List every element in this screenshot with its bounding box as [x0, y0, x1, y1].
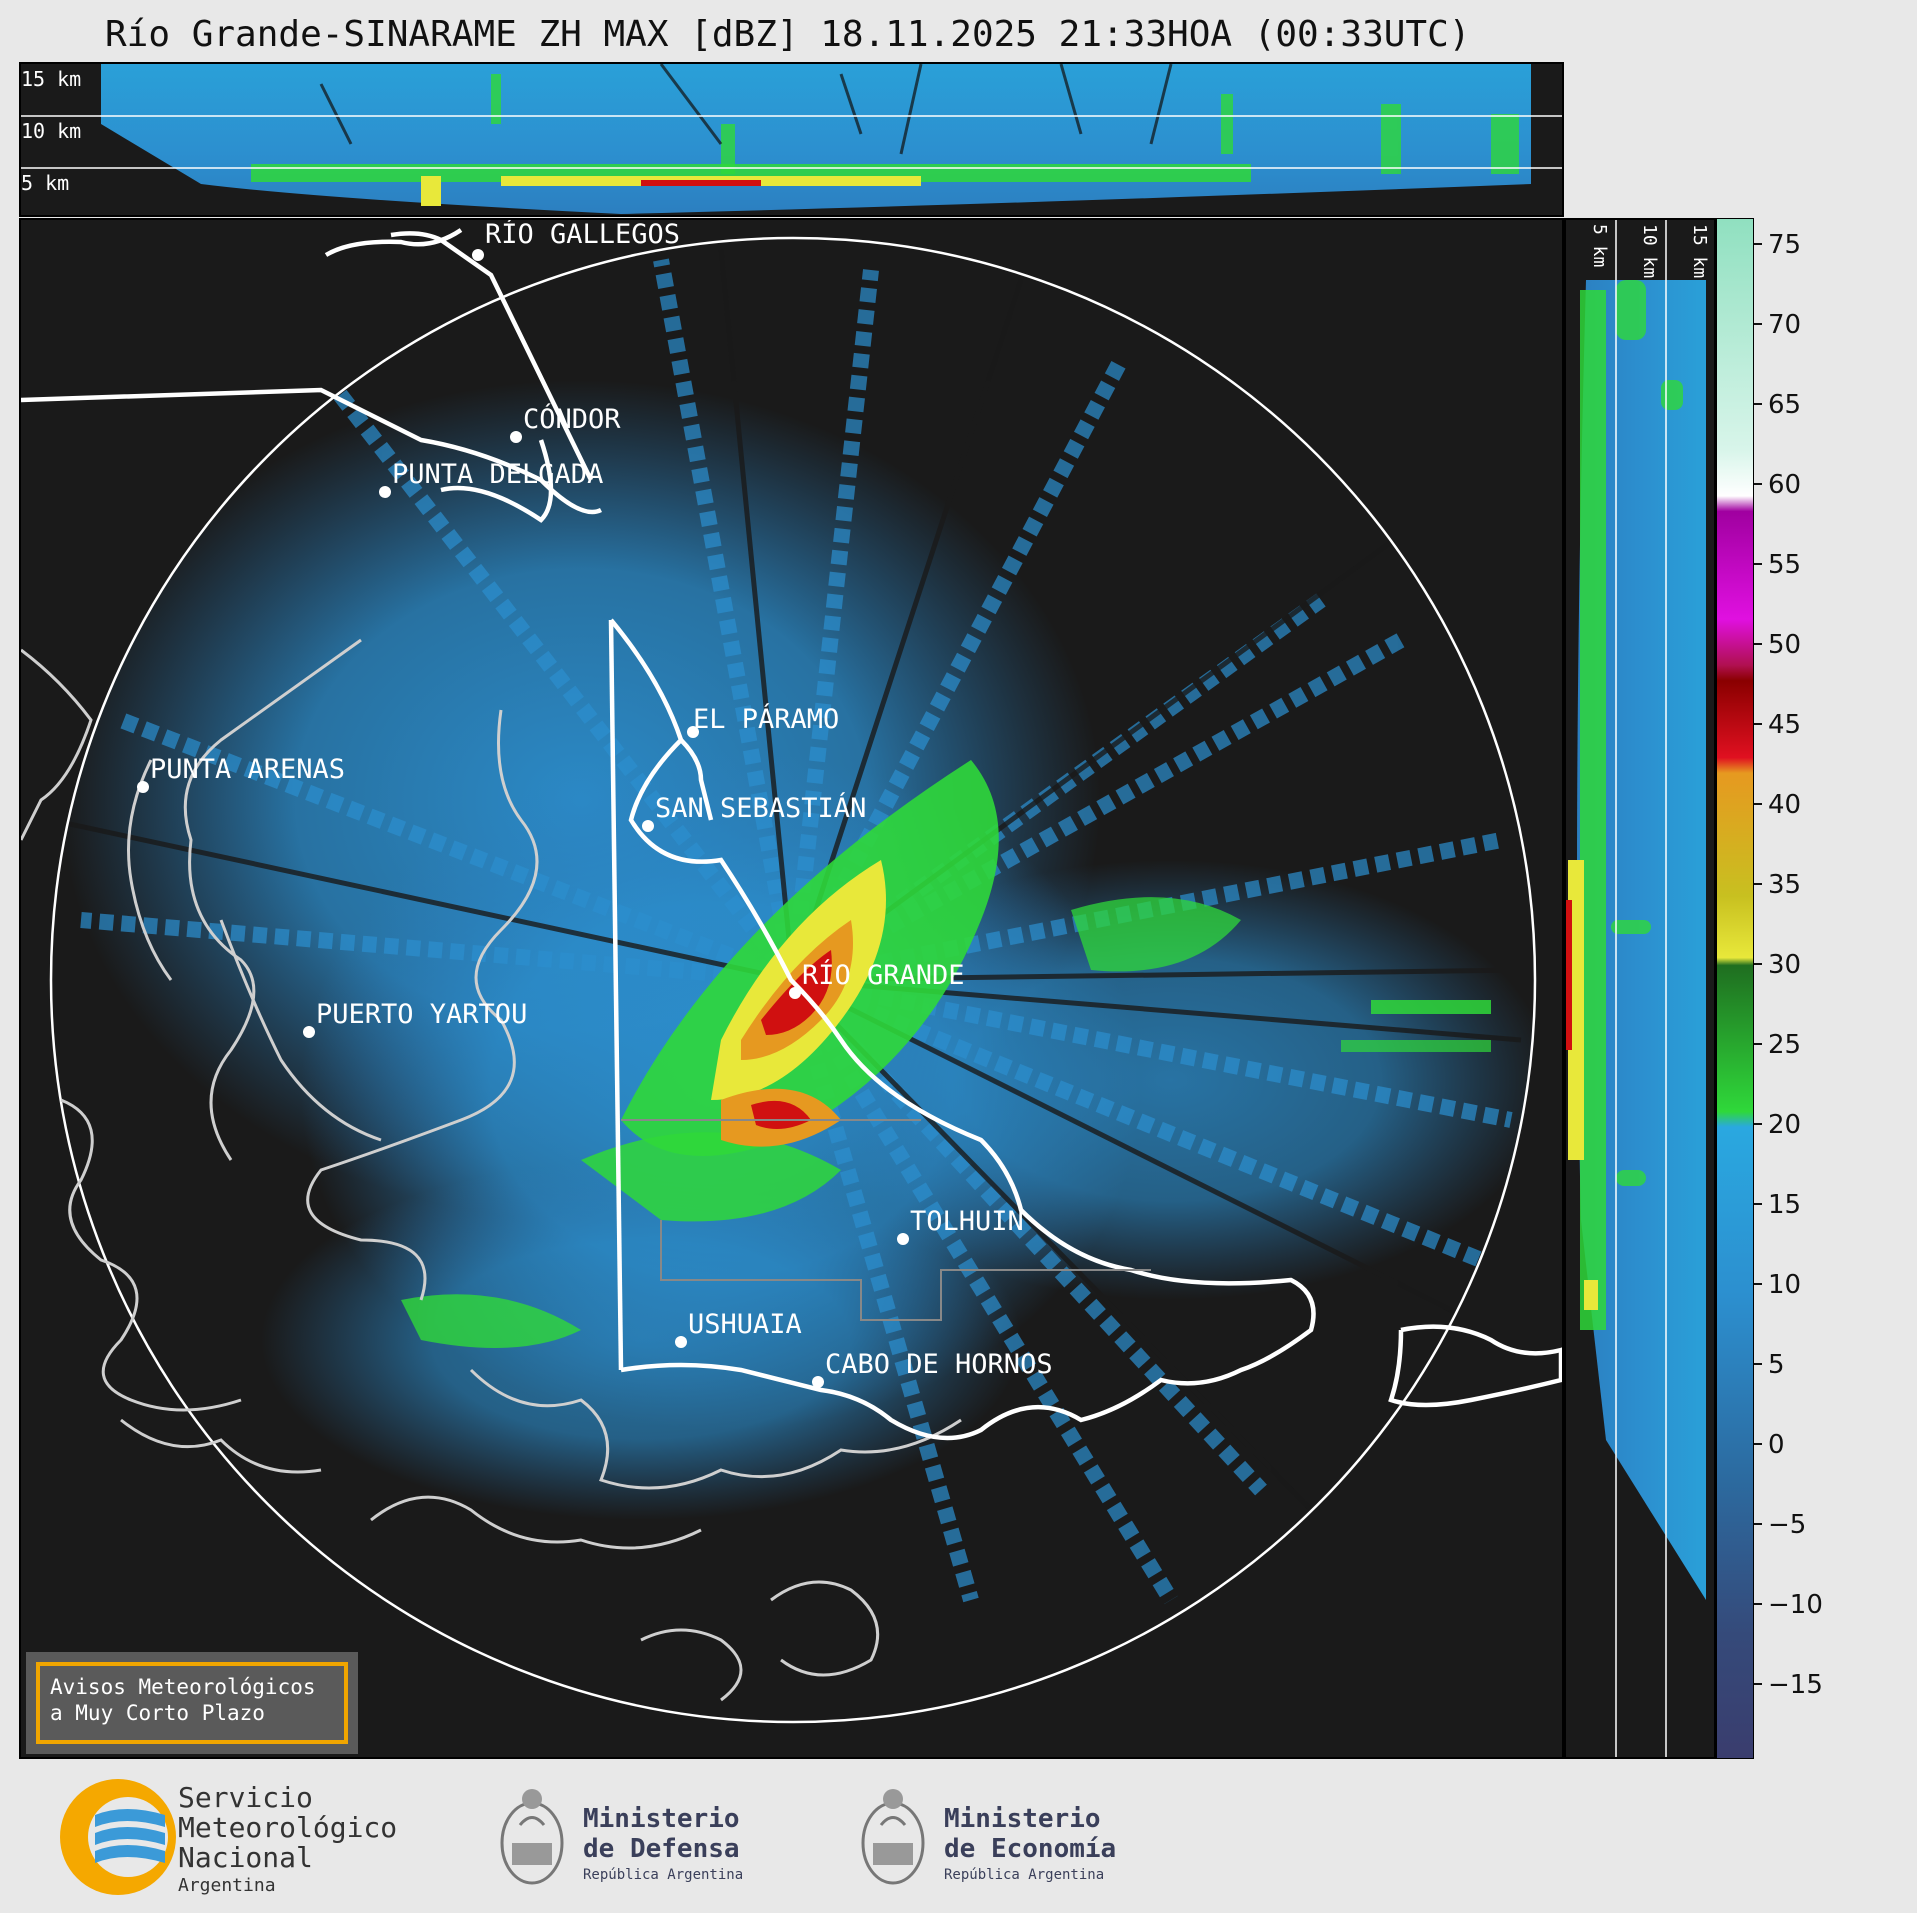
colorbar-tick: −10 — [1768, 1590, 1823, 1620]
colorbar-tick: 35 — [1768, 870, 1801, 900]
colorbar-tick: 65 — [1768, 390, 1801, 420]
colorbar-tick: 20 — [1768, 1110, 1801, 1140]
city-label-el-paramo: EL PÁRAMO — [693, 703, 839, 735]
warning-box: Avisos Meteorológicos a Muy Corto Plazo — [26, 1652, 358, 1754]
city-dot-san-sebastian — [642, 820, 654, 832]
borders — [21, 228, 1562, 1441]
range-ring — [49, 236, 1537, 1724]
economia-logo: Ministerio de Economía República Argenti… — [861, 1789, 1116, 1885]
chart-title: Río Grande-SINARAME ZH MAX [dBZ] 18.11.2… — [105, 14, 1471, 55]
colorbar-tick: 50 — [1768, 630, 1801, 660]
colorbar-tick: −15 — [1768, 1670, 1823, 1700]
defensa-name-3: República Argentina — [583, 1867, 743, 1883]
defensa-name-2: de Defensa — [583, 1834, 740, 1864]
colorbar-tick: −5 — [1768, 1510, 1806, 1540]
top-cross-section: 15 km 10 km 5 km — [19, 62, 1564, 217]
economia-name-1: Ministerio — [944, 1804, 1101, 1834]
city-label-condor: CÓNDOR — [523, 403, 621, 435]
colorbar-tick: 30 — [1768, 950, 1801, 980]
city-dot-punta-arenas — [137, 781, 149, 793]
top-strip-label-15: 15 km — [21, 67, 81, 91]
city-dot-el-paramo — [687, 726, 699, 738]
city-label-ushuaia: USHUAIA — [688, 1309, 802, 1340]
city-dot-puerto-yartou — [303, 1026, 315, 1038]
city-dot-cabo-de-hornos — [812, 1376, 824, 1388]
side-strip-label-15: 15 km — [1689, 224, 1710, 278]
side-cross-section: 5 km 10 km 15 km — [1564, 218, 1716, 1759]
city-label-tolhuin: TOLHUIN — [910, 1206, 1024, 1237]
city-label-rio-grande: RÍO GRANDE — [802, 959, 965, 991]
city-dot-ushuaia — [675, 1336, 687, 1348]
colorbar-tick: 40 — [1768, 790, 1801, 820]
colorbar-tick: 25 — [1768, 1030, 1801, 1060]
city-label-san-sebastian: SAN SEBASTIÁN — [655, 792, 866, 824]
city-dot-rio-gallegos — [472, 249, 484, 261]
colorbar-tick: 0 — [1768, 1430, 1785, 1460]
city-label-rio-gallegos: RÍO GALLEGOS — [485, 220, 680, 250]
warning-line-2: a Muy Corto Plazo — [50, 1701, 265, 1725]
colorbar-tick: 5 — [1768, 1350, 1785, 1380]
warning-line-1: Avisos Meteorológicos — [50, 1675, 316, 1699]
side-strip-label-5: 5 km — [1589, 224, 1610, 267]
smn-logo: Servicio Meteorológico Nacional Argentin… — [60, 1779, 397, 1896]
city-markers — [137, 249, 909, 1388]
city-dot-punta-delgada — [379, 486, 391, 498]
smn-name-1: Servicio — [178, 1781, 313, 1814]
city-label-punta-arenas: PUNTA ARENAS — [150, 754, 345, 785]
economia-name-2: de Economía — [944, 1834, 1116, 1864]
colorbar-tick: 10 — [1768, 1270, 1801, 1300]
colorbar-tick: 45 — [1768, 710, 1801, 740]
top-strip-label-5: 5 km — [21, 171, 69, 195]
top-strip-label-10: 10 km — [21, 119, 81, 143]
colorbar-tick: 15 — [1768, 1190, 1801, 1220]
smn-name-3: Nacional — [178, 1841, 313, 1874]
defensa-name-1: Ministerio — [583, 1804, 740, 1834]
city-dot-rio-grande — [789, 987, 801, 999]
side-strip-label-10: 10 km — [1639, 224, 1660, 278]
colorbar-tick: 70 — [1768, 310, 1801, 340]
city-label-punta-delgada: PUNTA DELGADA — [392, 459, 603, 490]
city-dot-tolhuin — [897, 1233, 909, 1245]
reflectivity-field — [51, 249, 1535, 1605]
coastlines — [21, 638, 962, 1702]
economia-name-3: República Argentina — [944, 1867, 1104, 1883]
defensa-logo: Ministerio de Defensa República Argentin… — [500, 1789, 743, 1885]
colorbar-ticks: 75 70 65 60 55 50 45 40 35 30 25 20 15 1… — [1754, 230, 1823, 1700]
smn-name-4: Argentina — [178, 1875, 276, 1896]
colorbar-tick: 75 — [1768, 230, 1801, 260]
colorbar-tick: 60 — [1768, 470, 1801, 500]
city-dot-condor — [510, 431, 522, 443]
radar-map: RÍO GALLEGOS CÓNDOR PUNTA DELGADA EL PÁR… — [19, 218, 1564, 1759]
city-label-puerto-yartou: PUERTO YARTOU — [316, 999, 527, 1030]
colorbar-tick: 55 — [1768, 550, 1801, 580]
city-label-cabo-de-hornos: CABO DE HORNOS — [825, 1349, 1053, 1380]
footer-logos: Servicio Meteorológico Nacional Argentin… — [0, 1765, 1917, 1909]
smn-name-2: Meteorológico — [178, 1811, 397, 1844]
colorbar — [1716, 218, 1754, 1759]
